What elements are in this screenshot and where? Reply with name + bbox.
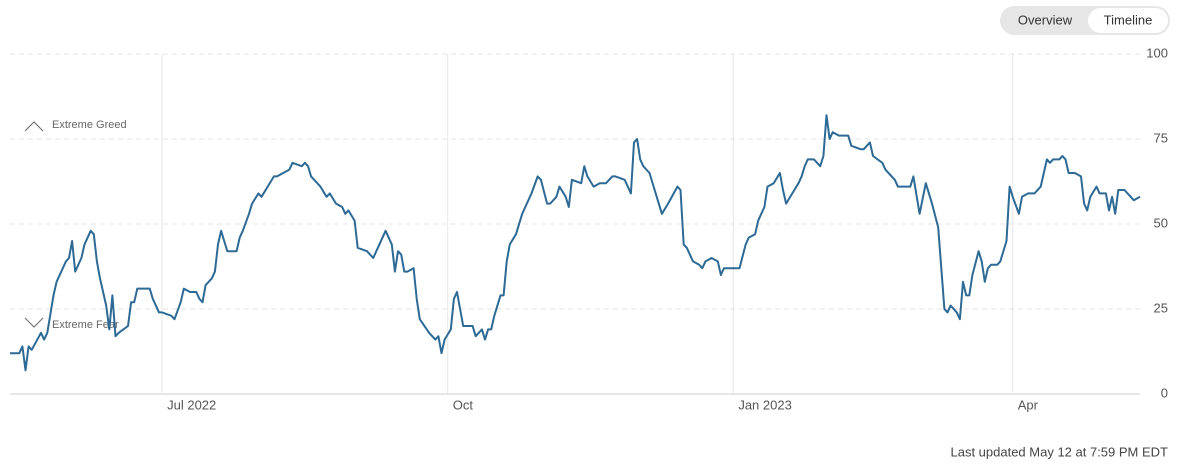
y-tick-label: 25 [1154,300,1168,315]
toggle-overview[interactable]: Overview [1018,12,1073,27]
toggle-active[interactable] [1088,8,1168,33]
y-tick-label: 50 [1154,215,1168,230]
y-tick-label: 0 [1161,385,1168,400]
x-tick-label: Oct [453,397,474,412]
y-tick-label: 75 [1154,130,1168,145]
annotation: Extreme Greed [52,119,127,131]
x-tick-label: Apr [1018,397,1039,412]
x-tick-label: Jul 2022 [167,397,216,412]
line [10,114,1141,372]
fear-icon [24,317,44,328]
toggle-timeline[interactable]: Timeline [1104,12,1153,27]
greed-icon [24,121,44,132]
footer: Last updated May 12 at 7:59 PM EDT [950,444,1168,459]
y-tick-label: 100 [1146,45,1168,60]
x-tick-label: Jan 2023 [738,397,792,412]
annotation: Extreme Fear [52,319,119,331]
